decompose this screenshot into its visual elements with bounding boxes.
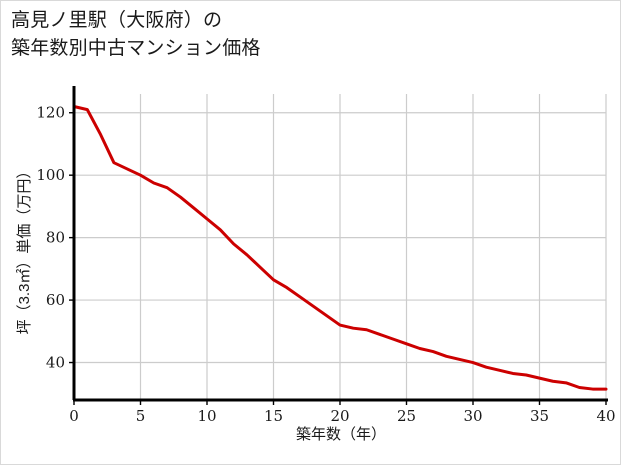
x-tick-label: 15 (264, 407, 283, 425)
x-tick-labels: 0 5 10 15 20 25 30 35 40 (69, 407, 615, 425)
y-tick-label: 120 (36, 104, 65, 122)
x-tick-label: 20 (330, 407, 349, 425)
x-tick-label: 40 (596, 407, 615, 425)
x-tick-label: 10 (197, 407, 216, 425)
page-title: 高見ノ里駅（大阪府）の 築年数別中古マンション価格 (11, 10, 261, 59)
data-series-group (72, 104, 608, 391)
y-tick-label: 40 (46, 354, 65, 372)
x-tick-label: 25 (397, 407, 416, 425)
x-tick-label: 30 (463, 407, 482, 425)
grid-lines (74, 94, 607, 400)
x-tick-label: 35 (530, 407, 549, 425)
y-tick-label: 100 (36, 166, 65, 184)
tick-marks (69, 112, 607, 405)
y-axis-title: 坪（3.3㎡）単価（万円） (16, 164, 33, 335)
x-tick-label: 5 (136, 407, 146, 425)
data-line-坪単価 (72, 104, 608, 391)
y-tick-labels: 40 60 80 100 120 (36, 104, 65, 372)
x-tick-label: 0 (69, 407, 79, 425)
x-axis-title: 築年数（年） (296, 425, 386, 443)
y-tick-label: 80 (46, 229, 65, 247)
y-tick-label: 60 (46, 291, 65, 309)
